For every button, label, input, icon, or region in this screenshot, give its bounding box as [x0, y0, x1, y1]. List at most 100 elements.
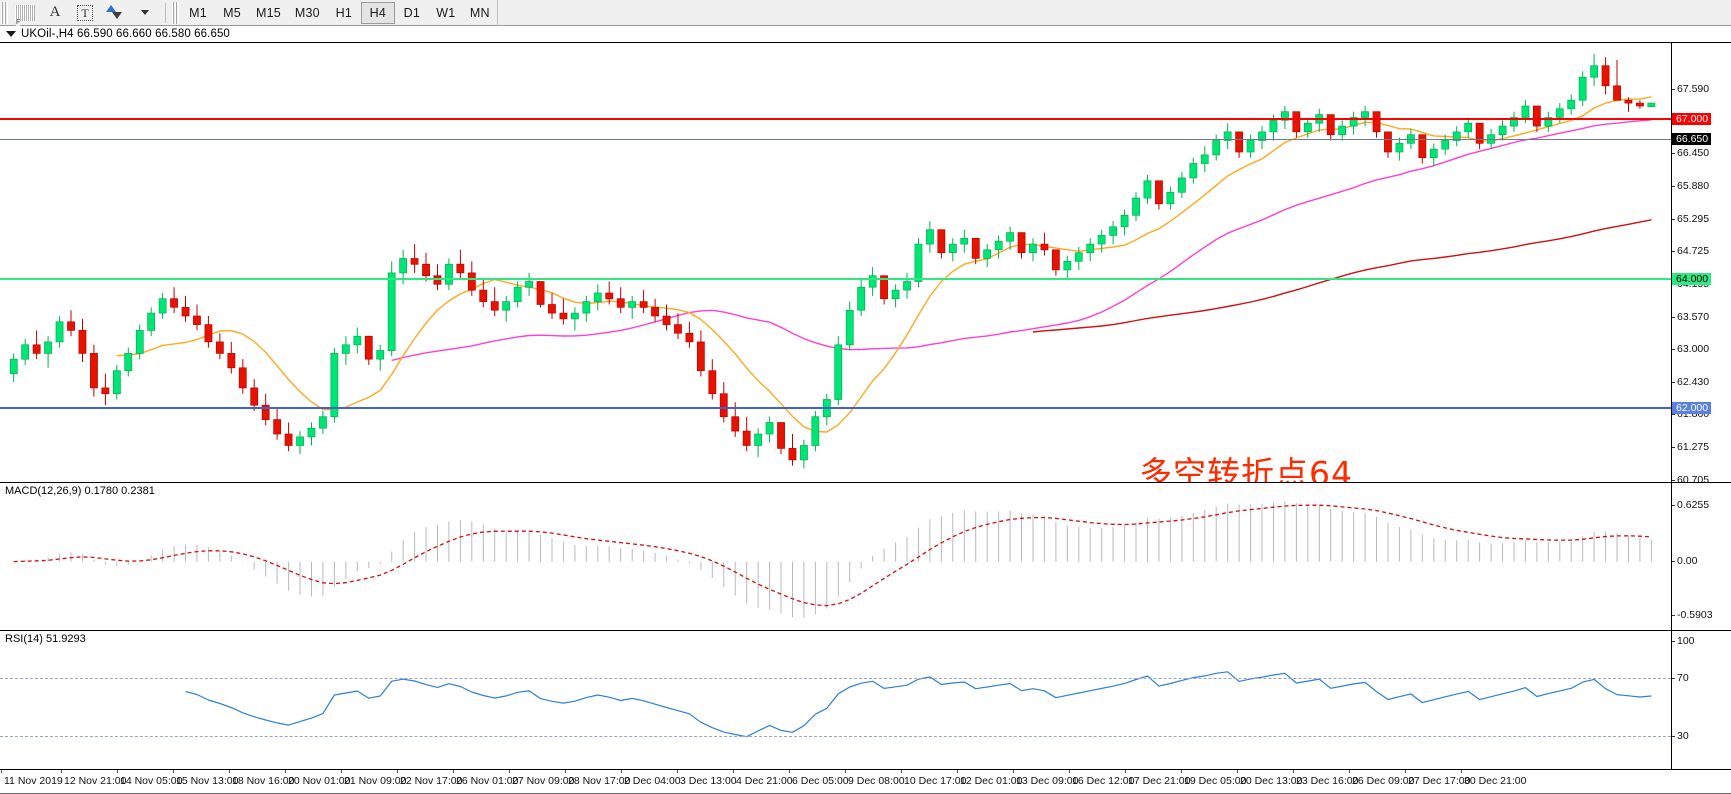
time-axis-label: 2 Dec 04:00: [624, 775, 681, 787]
rsi-oversold-line: [0, 736, 1671, 737]
time-axis-label: 26 Nov 01:00: [456, 775, 519, 787]
rsi-plot-area[interactable]: RSI(14) 51.9293: [0, 631, 1672, 769]
rsi-tick: 100: [1672, 636, 1695, 646]
time-tick: [1013, 770, 1014, 773]
time-axis-label: 3 Dec 13:00: [680, 775, 737, 787]
period-mn[interactable]: MN: [469, 5, 490, 20]
price-plot-area[interactable]: 多空转折点64: [0, 43, 1672, 482]
time-axis-label: 17 Dec 21:00: [1128, 775, 1191, 787]
macd-panel[interactable]: MACD(12,26,9) 0.1780 0.2381 0.6255 0.00 -0…: [0, 482, 1731, 631]
time-axis-label: 23 Dec 16:00: [1296, 775, 1359, 787]
price-tick: 63.570: [1672, 312, 1709, 322]
time-tick: [621, 770, 622, 773]
time-axis-label: 18 Nov 16:00: [232, 775, 295, 787]
time-axis-label: 10 Dec 17:00: [904, 775, 967, 787]
time-axis-label: 4 Dec 21:00: [736, 775, 793, 787]
toolbar-empty-area: [496, 0, 1731, 26]
support-line-62: [0, 407, 1671, 409]
time-tick: [1237, 770, 1238, 773]
chart-menu-triangle-icon[interactable]: [6, 31, 16, 37]
time-tick: [453, 770, 454, 773]
time-tick: [733, 770, 734, 773]
time-axis-label: 26 Dec 09:00: [1352, 775, 1415, 787]
time-tick: [677, 770, 678, 773]
rsi-svg: [185, 671, 1652, 738]
price-tick: 61.860: [1672, 409, 1709, 419]
price-chart-panel[interactable]: 多空转折点64 67.590 67.000 66.450 65.880 65.295 64…: [0, 42, 1731, 483]
text-box-icon[interactable]: T: [70, 1, 100, 25]
price-tick: 65.880: [1672, 181, 1709, 191]
toolbar: A T M1 M5 M15 M30 H1 H4 D1 W1 MN: [0, 0, 1731, 26]
time-tick: [1405, 770, 1406, 773]
time-axis-label: 14 Nov 05:00: [120, 775, 183, 787]
time-tick: [1181, 770, 1182, 773]
period-h1[interactable]: H1: [335, 5, 353, 20]
arrows-icon[interactable]: [100, 1, 130, 25]
time-tick: [509, 770, 510, 773]
symbol-bar: UKOil-,H4 66.590 66.660 66.580 66.650: [0, 26, 1731, 42]
toolbar-divider: [165, 2, 166, 23]
period-m15[interactable]: M15: [256, 5, 281, 20]
chevron-down-icon[interactable]: [130, 1, 160, 25]
time-tick: [901, 770, 902, 773]
time-axis-label: 11 Nov 2019: [4, 775, 63, 787]
macd-tick: 0.00: [1672, 556, 1697, 566]
price-tick: 60.705: [1672, 475, 1709, 482]
macd-plot-area[interactable]: MACD(12,26,9) 0.1780 0.2381: [0, 483, 1672, 630]
pivot-level-badge: 64.000: [1672, 273, 1712, 285]
text-label-icon[interactable]: A: [49, 4, 61, 20]
time-tick: [117, 770, 118, 773]
period-m30[interactable]: M30: [294, 5, 320, 20]
price-scale[interactable]: 67.59067.00066.45065.88065.29564.72564.1…: [1672, 43, 1731, 482]
time-axis-label: 30 Dec 21:00: [1464, 775, 1527, 787]
time-tick: [1293, 770, 1294, 773]
period-h4[interactable]: H4: [360, 1, 395, 24]
time-axis-label: 9 Dec 08:00: [848, 775, 905, 787]
period-m1[interactable]: M1: [189, 5, 207, 20]
time-tick: [845, 770, 846, 773]
macd-label: MACD(12,26,9) 0.1780 0.2381: [5, 485, 155, 497]
time-tick: [1349, 770, 1350, 773]
time-tick: [1125, 770, 1126, 773]
period-w1[interactable]: W1: [436, 5, 456, 20]
time-axis-label: 16 Dec 12:00: [1072, 775, 1135, 787]
time-tick: [61, 770, 62, 773]
period-d1[interactable]: D1: [403, 5, 421, 20]
time-axis-label: 27 Nov 09:00: [512, 775, 575, 787]
rsi-panel[interactable]: RSI(14) 51.9293 100 70 30: [0, 630, 1731, 770]
time-axis-label: 12 Dec 01:00: [960, 775, 1023, 787]
time-tick: [341, 770, 342, 773]
periods-drag-handle[interactable]: [172, 1, 179, 24]
time-axis-label: 12 Nov 21:00: [64, 775, 127, 787]
macd-svg: [13, 501, 1652, 618]
toolbar-drag-handle[interactable]: [1, 1, 8, 24]
price-tick: 62.430: [1672, 377, 1709, 387]
time-axis-label: 27 Dec 17:00: [1408, 775, 1471, 787]
resistance-line-67: [0, 118, 1671, 120]
chart-annotation-text: 多空转折点64: [1139, 454, 1353, 482]
rsi-label: RSI(14) 51.9293: [5, 633, 86, 645]
price-tick: 65.295: [1672, 214, 1709, 224]
macd-tick: -0.5903: [1672, 610, 1713, 620]
time-tick: [789, 770, 790, 773]
price-tick: 64.725: [1672, 246, 1709, 256]
time-axis-label: 20 Nov 01:00: [288, 775, 351, 787]
time-axis[interactable]: 11 Nov 2019 12 Nov 21:00 14 Nov 05:00 15 No…: [0, 770, 1731, 794]
time-tick: [173, 770, 174, 773]
time-axis-label: 21 Nov 09:00: [344, 775, 407, 787]
rsi-tick: 70: [1672, 673, 1689, 683]
pivot-line-64: [0, 278, 1671, 280]
rsi-tick: 30: [1672, 731, 1689, 741]
time-tick: [1, 770, 2, 773]
time-axis-label: 22 Nov 17:00: [400, 775, 463, 787]
period-m5[interactable]: M5: [223, 5, 241, 20]
time-axis-label: 28 Nov 17:00: [568, 775, 631, 787]
time-tick: [1069, 770, 1070, 773]
time-axis-label: 6 Dec 05:00: [792, 775, 849, 787]
time-tick: [565, 770, 566, 773]
time-tick: [229, 770, 230, 773]
time-axis-label: 20 Dec 13:00: [1240, 775, 1303, 787]
grid-f-icon[interactable]: [10, 1, 40, 26]
price-tick: 61.275: [1672, 442, 1709, 452]
